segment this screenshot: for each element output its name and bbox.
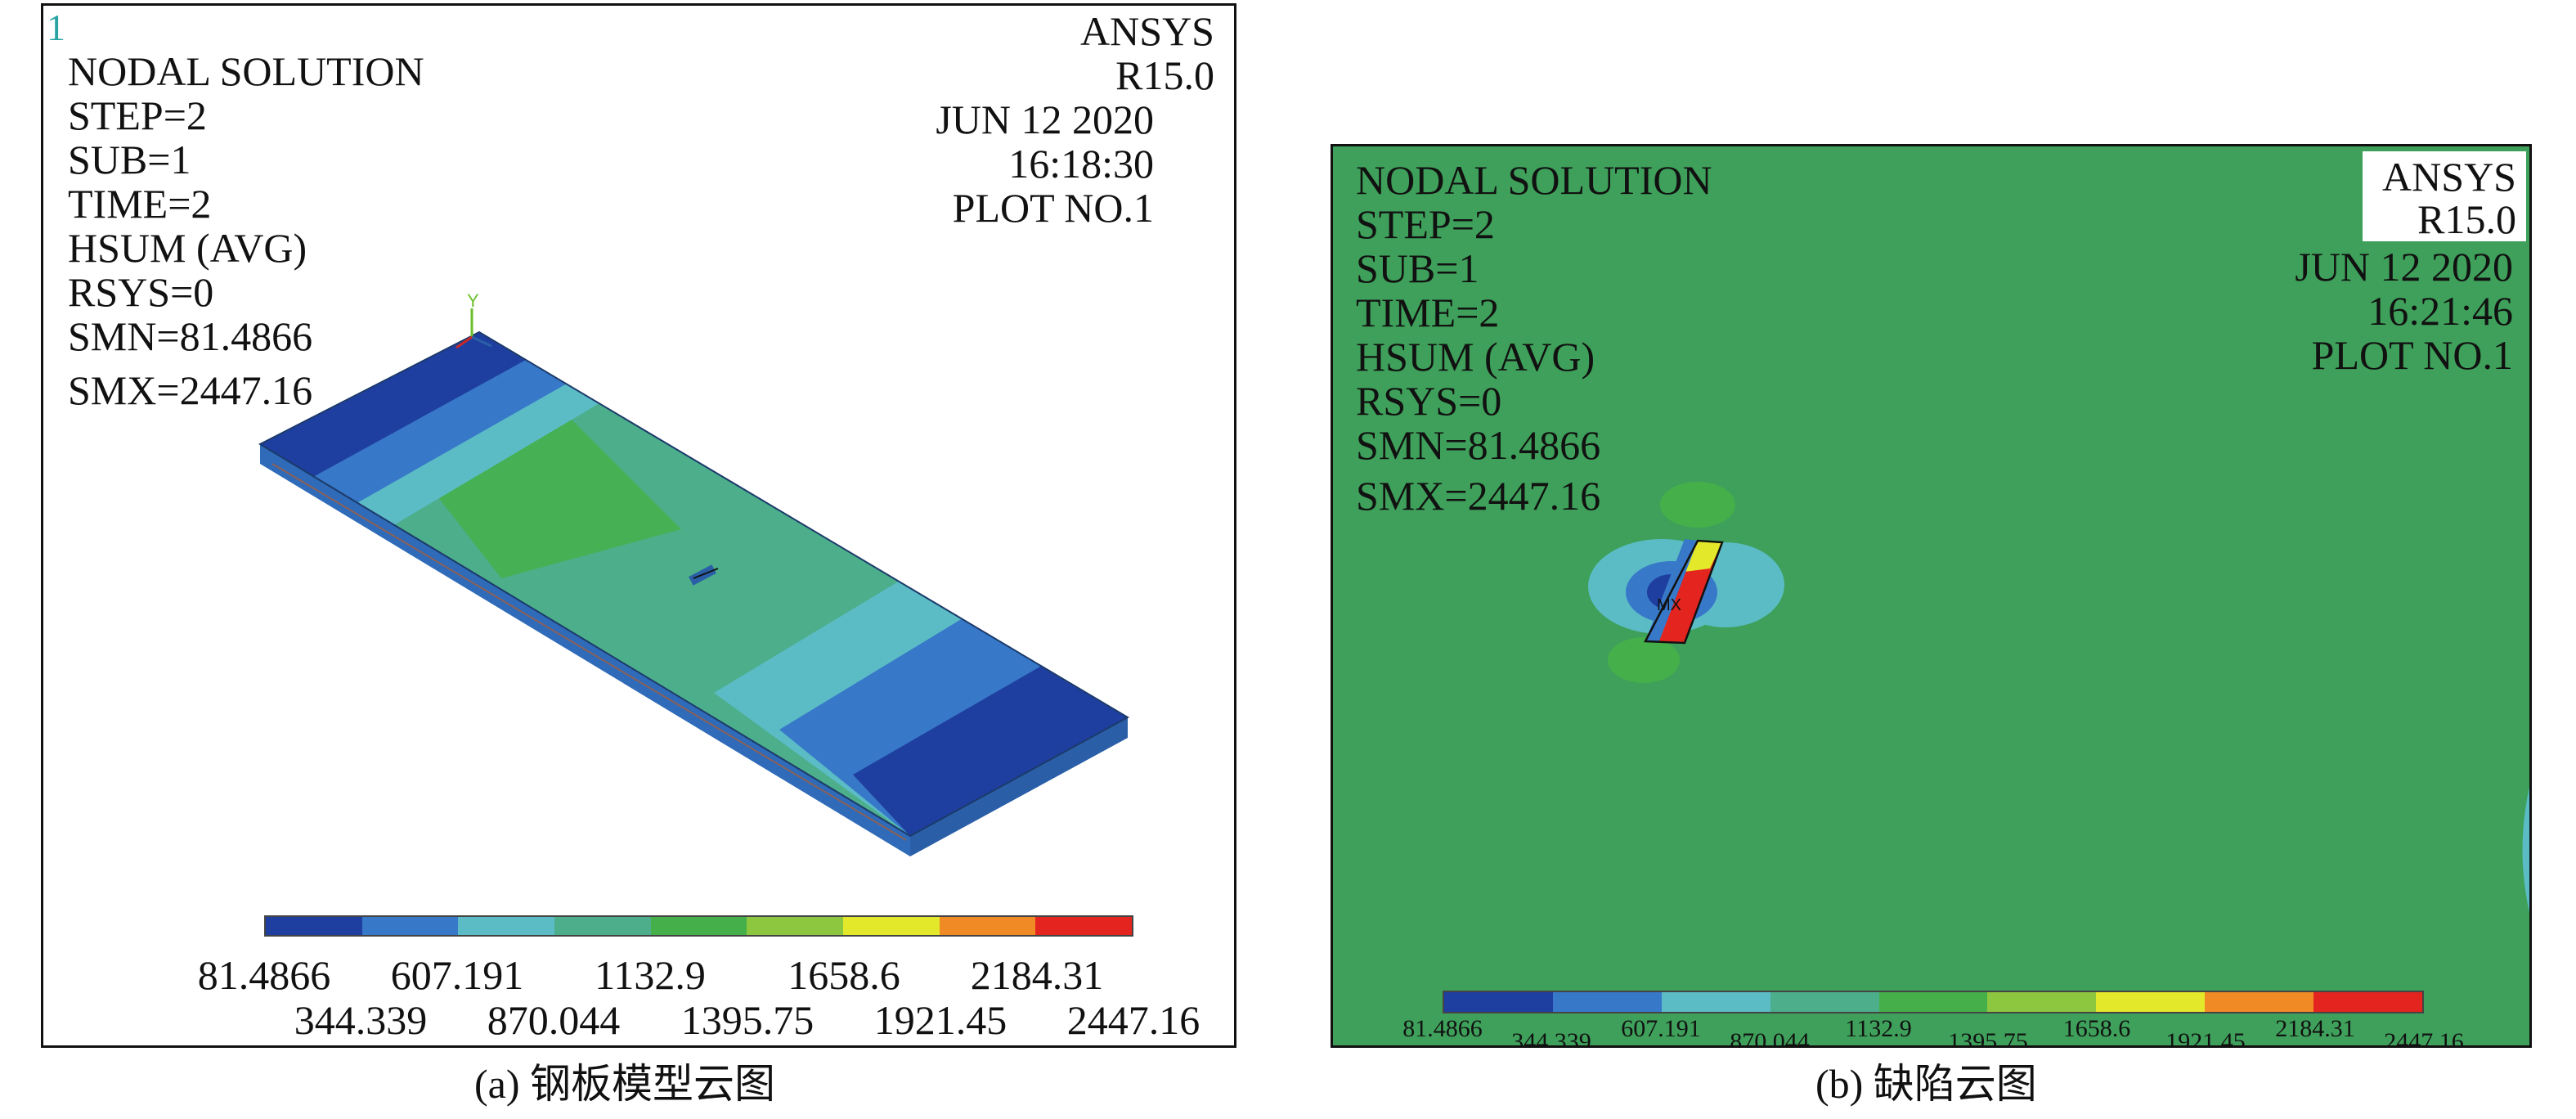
legend-label-bottom-4: 1921.45 <box>873 997 1008 1043</box>
plate-model-drawing: Y <box>258 290 1130 856</box>
defect-slot-outline <box>1643 539 1724 645</box>
legend-swatch-4 <box>1770 992 1879 1012</box>
defect-slot <box>1643 539 1724 645</box>
legend-label-9: 2184.31 <box>2275 1015 2355 1042</box>
legend-label-top-5: 2184.31 <box>970 952 1104 998</box>
plate-top-outline <box>258 330 1130 838</box>
legend-swatch-2 <box>361 917 459 935</box>
info-time: TIME=2 <box>68 181 212 227</box>
legend-swatch-5 <box>1878 992 1988 1012</box>
legend-swatch-1 <box>266 917 362 935</box>
info-step: STEP=2 <box>68 92 207 138</box>
coordinate-triad <box>456 308 492 349</box>
info-date: JUN 12 2020 <box>2295 244 2513 290</box>
info-time: TIME=2 <box>1356 290 1500 335</box>
info-ansys: ANSYS <box>1080 8 1214 54</box>
legend-label-8: 1921.45 <box>2165 1028 2246 1048</box>
window-number: 1 <box>47 7 65 48</box>
legend-swatch-3 <box>458 917 555 935</box>
legend-swatch-6 <box>1987 992 2097 1012</box>
legend-label-1: 81.4866 <box>1402 1015 1483 1042</box>
info-version: R15.0 <box>2417 196 2516 242</box>
info-clock: 16:18:30 <box>1008 141 1154 186</box>
info-date: JUN 12 2020 <box>936 97 1154 142</box>
info-smx: SMX=2447.16 <box>68 367 313 413</box>
ansys-label-box <box>2363 151 2526 241</box>
legend-swatch-4 <box>554 917 651 935</box>
info-ansys: ANSYS <box>2382 154 2516 200</box>
legend-label-2: 344.339 <box>1511 1028 1591 1048</box>
legend-swatch-6 <box>747 917 844 935</box>
color-legend-bar <box>264 915 1133 937</box>
contour-green-lobe-bottom <box>1608 637 1680 683</box>
color-legend-bar <box>1443 991 2424 1013</box>
info-smn: SMN=81.4866 <box>68 313 313 359</box>
legend-swatch-7 <box>843 917 940 935</box>
legend-label-top-1: 81.4866 <box>197 952 331 998</box>
info-solution-type: NODAL SOLUTION <box>1356 157 1712 203</box>
info-rsys: RSYS=0 <box>68 269 214 315</box>
legend-label-7: 1658.6 <box>2062 1015 2131 1042</box>
info-version: R15.0 <box>1115 52 1214 98</box>
info-solution-type: NODAL SOLUTION <box>68 48 424 94</box>
legend-swatch-9 <box>1035 917 1133 935</box>
legend-label-top-3: 1132.9 <box>595 952 706 998</box>
legend-label-bottom-5: 2447.16 <box>1066 997 1200 1043</box>
info-sub: SUB=1 <box>1356 245 1479 291</box>
contour-green-lobe-top <box>1660 482 1735 528</box>
legend-label-4: 870.044 <box>1730 1028 1810 1048</box>
max-marker-label: MX <box>1657 596 1681 614</box>
legend-swatch-5 <box>650 917 747 935</box>
legend-swatch-8 <box>2205 992 2314 1012</box>
legend-swatch-8 <box>939 917 1036 935</box>
plate-right-face <box>910 717 1128 856</box>
panel-a-steel-plate-contour: 1 NODAL SOLUTION STEP=2 SUB=1 TIME=2 HSU… <box>41 3 1236 1048</box>
info-result-item: HSUM (AVG) <box>68 225 307 271</box>
caption-panel-b: (b) 缺陷云图 <box>1815 1061 2037 1107</box>
defect-contour-drawing: MX <box>1588 482 2529 913</box>
info-step: STEP=2 <box>1356 201 1495 247</box>
legend-label-bottom-3: 1395.75 <box>680 997 815 1043</box>
info-smn: SMN=81.4866 <box>1356 422 1601 468</box>
legend-label-10: 2447.16 <box>2384 1028 2464 1048</box>
legend-swatch-1 <box>1444 992 1553 1012</box>
legend-label-3: 607.191 <box>1621 1015 1701 1042</box>
contour-darkblue-near <box>260 332 526 477</box>
legend-swatch-9 <box>2313 992 2423 1012</box>
legend-swatch-3 <box>1661 992 1770 1012</box>
legend-label-bottom-2: 870.044 <box>487 997 621 1043</box>
legend-label-bottom-1: 344.339 <box>294 997 428 1043</box>
defect-slot-upper <box>1685 541 1722 572</box>
info-rsys: RSYS=0 <box>1356 378 1502 424</box>
legend-label-top-4: 1658.6 <box>788 952 900 998</box>
info-plot-number: PLOT NO.1 <box>952 185 1154 231</box>
legend-label-top-2: 607.191 <box>390 952 524 998</box>
info-plot-number: PLOT NO.1 <box>2311 332 2513 378</box>
info-sub: SUB=1 <box>68 137 191 182</box>
legend-swatch-7 <box>2096 992 2206 1012</box>
center-defect-marker <box>689 564 719 586</box>
legend-swatch-2 <box>1552 992 1662 1012</box>
axis-y-label: Y <box>467 290 479 311</box>
info-smx: SMX=2447.16 <box>1356 473 1601 519</box>
panel-b-defect-contour: NODAL SOLUTION STEP=2 SUB=1 TIME=2 HSUM … <box>1331 144 2532 1048</box>
edge-contour-sliver <box>2522 787 2529 913</box>
caption-panel-a: (a) 钢板模型云图 <box>474 1061 775 1107</box>
legend-label-6: 1395.75 <box>1948 1028 2028 1048</box>
contour-darkblue-far <box>853 652 1128 836</box>
info-result-item: HSUM (AVG) <box>1356 334 1595 380</box>
legend-label-5: 1132.9 <box>1845 1015 1912 1042</box>
plate-edge-line <box>272 463 907 841</box>
info-clock: 16:21:46 <box>2367 288 2513 334</box>
